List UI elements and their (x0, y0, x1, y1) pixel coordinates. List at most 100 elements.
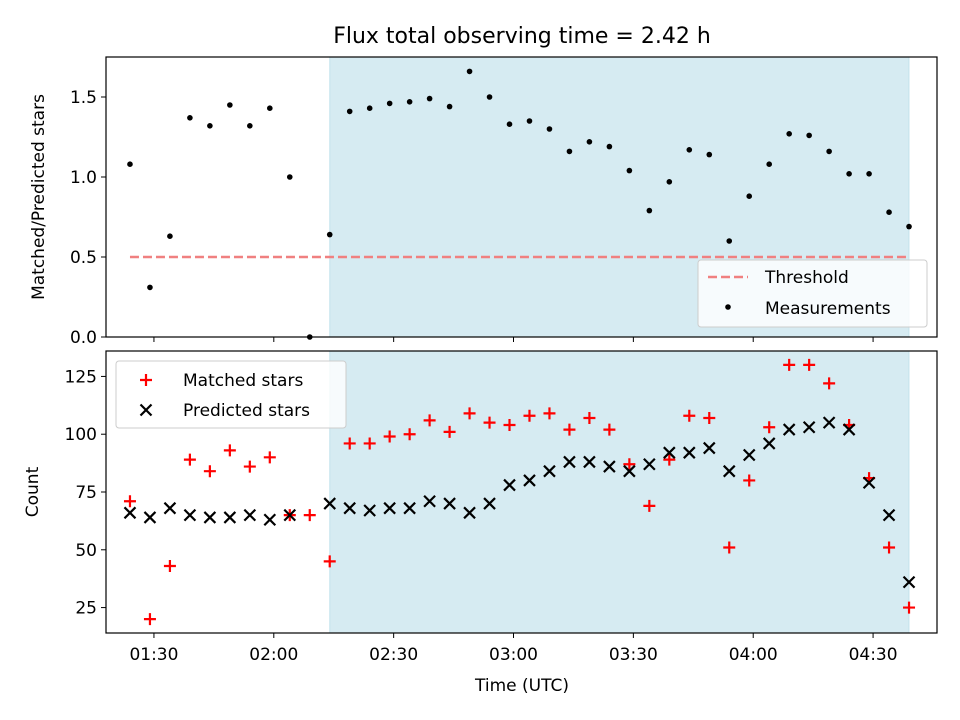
top-measurement-point (906, 223, 912, 230)
bottom-matched-point (763, 421, 776, 434)
top-axes-frame (105, 56, 938, 338)
bottom-matched-point (423, 414, 436, 427)
top-measurement-point (546, 126, 553, 132)
legend-predicted-swatch (139, 403, 153, 417)
top-measurement-point (247, 123, 253, 129)
top-measurement-point (666, 179, 673, 185)
bottom-shaded-span (329, 350, 910, 634)
bottom-predicted-point (483, 497, 496, 510)
bottom-predicted-point (163, 501, 177, 515)
bottom-legend-box (115, 360, 347, 429)
bottom-matched-point (123, 495, 136, 508)
top-measurement-point (426, 95, 433, 102)
top-y-axis-label: Matched/Predicted stars (29, 94, 49, 300)
legend-threshold-label: Threshold (764, 268, 849, 288)
top-measurement-point (286, 174, 293, 180)
bottom-predicted-point (762, 437, 776, 450)
bottom-predicted-point (702, 441, 716, 455)
top-measurement-point (686, 147, 693, 153)
legend-matched-label: Matched stars (183, 371, 303, 391)
bottom-matched-point (583, 412, 596, 425)
bottom-matched-point (343, 437, 356, 450)
bottom-matched-point (563, 423, 576, 436)
top-measurement-point (806, 132, 812, 139)
top-measurement-point (267, 105, 273, 111)
bottom-matched-point (223, 444, 236, 457)
top-measurement-point (506, 121, 513, 127)
top-measurement-point (646, 207, 653, 214)
top-measurement-point (826, 148, 832, 155)
bottom-predicted-point (683, 446, 696, 459)
bottom-predicted-point (443, 497, 456, 510)
bottom-predicted-point (323, 497, 337, 510)
bottom-y-tick-label: 25 (75, 599, 97, 619)
top-measurement-point (187, 115, 193, 121)
top-y-tick-label: 1.0 (70, 168, 97, 188)
bottom-matched-point (783, 358, 796, 371)
bottom-matched-point (463, 407, 476, 420)
bottom-matched-point (303, 509, 316, 522)
bottom-predicted-point (243, 508, 257, 522)
bottom-y-tick-label: 125 (65, 367, 97, 387)
bottom-legend: Matched stars Predicted stars (115, 360, 347, 429)
bottom-predicted-point (822, 416, 836, 429)
bottom-predicted-point (463, 506, 476, 520)
top-measurement-point (526, 118, 533, 124)
bottom-matched-point (543, 407, 556, 420)
bottom-matched-point (803, 358, 816, 371)
bottom-predicted-point (862, 476, 876, 490)
bottom-matched-point (263, 451, 276, 464)
top-measurement-point (606, 143, 613, 150)
bottom-matched-point (823, 377, 836, 390)
bottom-predicted-point (802, 421, 816, 434)
top-measurement-point (766, 161, 773, 167)
top-measurement-point (167, 233, 173, 239)
top-measurement-point (227, 102, 233, 108)
bottom-matched-point (323, 555, 336, 568)
bottom-matched-point (723, 541, 736, 554)
bottom-matched-point (903, 601, 916, 614)
bottom-predicted-point (742, 448, 756, 462)
bottom-matched-point (623, 458, 636, 471)
top-measurement-point (147, 284, 153, 291)
x-tick-label: 04:00 (729, 645, 778, 665)
bottom-matched-point (203, 465, 216, 478)
bottom-predicted-point (503, 478, 516, 492)
bottom-matched-point (643, 499, 656, 512)
bottom-y-tick-label: 100 (65, 425, 97, 445)
bottom-matched-point (403, 428, 416, 441)
bottom-predicted-point (543, 464, 556, 478)
top-measurement-point (366, 105, 373, 111)
bottom-predicted-point (143, 511, 157, 524)
bottom-predicted-point (902, 575, 916, 589)
top-measurement-point (586, 139, 593, 145)
bottom-predicted-point (722, 464, 736, 478)
bottom-predicted-point (123, 506, 137, 520)
bottom-predicted-point (263, 513, 277, 527)
bottom-matched-point (143, 613, 156, 626)
bottom-y-tick-label: 75 (75, 483, 97, 503)
bottom-predicted-point (363, 504, 376, 517)
bottom-predicted-point (882, 508, 896, 522)
top-measurement-point (726, 238, 733, 244)
bottom-predicted-point (343, 501, 356, 515)
top-measurement-point (566, 148, 573, 155)
top-measurement-point (866, 171, 872, 177)
bottom-matched-point (683, 409, 696, 422)
x-axis-label: Time (UTC) (474, 676, 569, 696)
top-measurement-point (846, 171, 852, 177)
bottom-matched-point (483, 416, 496, 429)
bottom-predicted-point (383, 501, 396, 515)
legend-measurements-label: Measurements (765, 299, 891, 319)
bottom-matched-point (523, 409, 536, 422)
bottom-predicted-point (523, 474, 536, 487)
bottom-panel: 25 50 75 100 125 01:30 02:00 02:30 03:00 03:30 04:… (65, 350, 938, 665)
top-measurement-point (446, 103, 453, 110)
bottom-matched-point (603, 423, 616, 436)
bottom-matched-point (883, 541, 896, 554)
top-legend-box (697, 259, 928, 328)
bottom-predicted-point (583, 455, 596, 469)
bottom-matched-point (383, 430, 396, 443)
top-measurement-point (886, 209, 892, 215)
top-measurement-point (626, 167, 633, 174)
